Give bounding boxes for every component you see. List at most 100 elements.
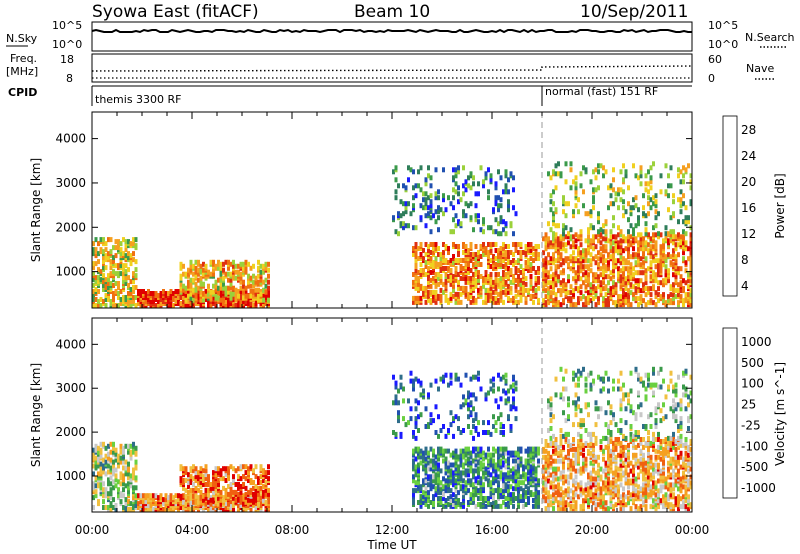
heatmap-cell [437,456,440,462]
heatmap-cell [504,472,508,478]
heatmap-cell [462,285,465,291]
heatmap-cell [472,500,475,505]
heatmap-cell [194,301,198,306]
heatmap-cell [449,498,453,503]
heatmap-cell [454,376,458,382]
heatmap-cell [514,470,518,476]
heatmap-cell [249,497,253,503]
heatmap-cell [99,303,103,308]
heatmap-cell [619,294,623,300]
heatmap-cell [217,466,220,472]
heatmap-cell [122,445,125,451]
frequency-label: Freq. [10,52,37,65]
heatmap-cell [132,471,135,477]
heatmap-cell [647,300,650,306]
heatmap-cell [197,259,200,265]
heatmap-cell [654,302,658,308]
heatmap-cell [572,490,575,496]
heatmap-cell [464,262,468,267]
heatmap-cell [184,466,188,472]
heatmap-cell [512,474,515,480]
heatmap-cell [627,302,630,308]
heatmap-cell [689,248,693,254]
heatmap-cell [527,480,530,486]
heatmap-cell [554,171,558,177]
heatmap-cell [419,380,423,386]
heatmap-cell [484,295,488,301]
heatmap-cell [477,502,480,507]
heatmap-cell [517,268,520,273]
heatmap-cell [487,458,490,464]
heatmap-cell [412,382,415,388]
heatmap-cell [619,274,623,280]
heatmap-cell [597,278,600,284]
heatmap-cell [607,274,610,280]
heatmap-cell [129,279,133,285]
frequency-panel-frame [91,53,693,83]
heatmap-cell [599,246,603,252]
heatmap-cell [559,492,563,498]
heatmap-cell [664,272,668,278]
heatmap-cell [512,400,515,406]
heatmap-cell [247,301,250,306]
heatmap-cell [499,203,503,209]
heatmap-cell [507,388,510,394]
noise-left-tick-bottom: 10^0 [52,38,82,51]
colorbar-tick-label: 20 [741,175,756,189]
heatmap-cell [554,484,558,490]
heatmap-cell [132,475,135,481]
heatmap-cell [457,468,460,474]
heatmap-cell [112,291,115,296]
heatmap-cell [497,386,500,392]
heatmap-cell [262,484,265,489]
heatmap-cell [537,244,540,249]
heatmap-cell [657,286,660,292]
heatmap-cell [597,274,600,280]
heatmap-cell [472,488,475,494]
heatmap-cell [99,481,103,487]
heatmap-cell [449,277,453,283]
heatmap-cell [412,195,415,201]
heatmap-cell [514,496,518,501]
heatmap-cell [444,258,448,263]
heatmap-cell [509,297,513,303]
heatmap-cell [474,191,478,197]
heatmap-cell [454,488,458,494]
heatmap-cell [462,402,465,408]
heatmap-cell [472,374,475,380]
heatmap-cell [647,195,650,201]
heatmap-cell [429,446,433,452]
heatmap-cell [132,449,135,455]
heatmap-cell [487,496,490,501]
heatmap-cell [117,291,120,296]
heatmap-cell [427,450,430,456]
heatmap-cell [177,493,180,499]
heatmap-cell [487,452,490,458]
heatmap-cell [452,187,455,193]
heatmap-cell [427,165,430,171]
heatmap-cell [644,276,648,282]
heatmap-cell [687,219,690,225]
heatmap-cell [552,169,555,175]
heatmap-cell [419,498,423,503]
heatmap-cell [502,424,505,429]
heatmap-cell [482,252,485,257]
heatmap-cell [579,242,583,248]
heatmap-cell [589,209,593,215]
heatmap-cell [442,496,445,501]
heatmap-cell [487,297,490,303]
heatmap-cell [677,292,680,298]
heatmap-cell [449,462,453,468]
heatmap-cell [434,299,438,305]
heatmap-cell [264,295,268,300]
heatmap-cell [549,472,553,478]
heatmap-cell [152,299,155,304]
heatmap-cell [497,195,500,201]
heatmap-cell [509,289,513,295]
heatmap-cell [219,476,223,482]
heatmap-cell [684,246,688,252]
heatmap-cell [262,297,265,303]
heatmap-cell [687,163,690,169]
heatmap-cell [644,181,648,187]
heatmap-cell [114,303,118,308]
